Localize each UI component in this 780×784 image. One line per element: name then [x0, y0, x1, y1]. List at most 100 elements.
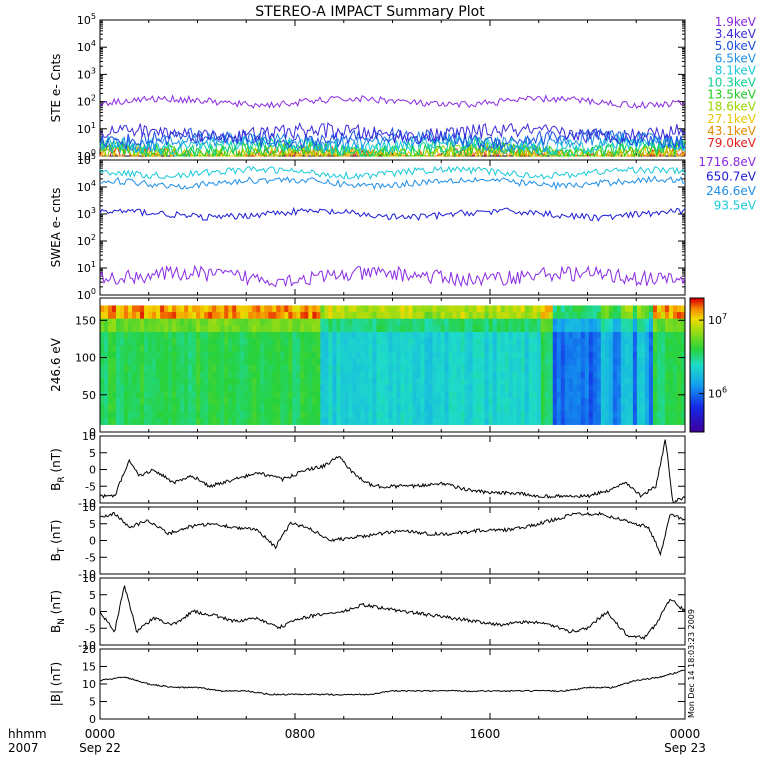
pad-heatmap-cell	[140, 325, 145, 333]
pad-heatmap-cell	[356, 351, 361, 359]
pad-heatmap-cell	[288, 398, 293, 406]
pad-heatmap-cell	[488, 345, 494, 353]
pad-heatmap-cell	[244, 345, 249, 353]
pad-heatmap-cell	[188, 305, 193, 313]
pad-heatmap-cell	[308, 398, 313, 406]
pad-heatmap-cell	[212, 358, 217, 366]
pad-heatmap-cell	[368, 398, 373, 406]
pad-colorbar-step	[690, 362, 704, 366]
swea-legend-entry: 1716.8eV	[698, 155, 756, 169]
pad-heatmap-cell	[336, 305, 341, 313]
pad-heatmap-cell	[488, 411, 494, 419]
pad-heatmap-cell	[640, 371, 646, 379]
pad-heatmap-cell	[468, 365, 474, 373]
pad-heatmap-cell	[476, 411, 482, 419]
pad-heatmap-cell	[180, 391, 185, 399]
pad-heatmap-cell	[508, 384, 514, 392]
pad-heatmap-cell	[648, 391, 654, 399]
pad-heatmap-cell	[452, 404, 458, 412]
pad-heatmap-cell	[476, 378, 482, 386]
pad-heatmap-cell	[208, 378, 213, 386]
pad-heatmap-cell	[268, 318, 273, 326]
pad-heatmap-cell	[532, 345, 538, 353]
pad-heatmap-cell	[608, 351, 614, 359]
pad-heatmap-cell	[188, 312, 193, 320]
ste-series-line	[99, 122, 686, 145]
pad-heatmap-cell	[552, 371, 558, 379]
pad-heatmap-cell	[648, 417, 654, 425]
pad-heatmap-cell	[568, 398, 574, 406]
pad-heatmap-cell	[220, 325, 225, 333]
pad-heatmap-cell	[160, 338, 165, 346]
pad-heatmap-cell	[660, 398, 666, 406]
pad-heatmap-cell	[488, 391, 494, 399]
pad-heatmap-cell	[512, 351, 518, 359]
pad-heatmap-cell	[540, 325, 546, 333]
pad-heatmap-cell	[172, 371, 177, 379]
plot-title: STEREO-A IMPACT Summary Plot	[255, 4, 485, 20]
pad-heatmap-cell	[520, 391, 526, 399]
pad-heatmap-cell	[200, 371, 205, 379]
pad-heatmap-cell	[456, 312, 462, 320]
pad-heatmap-cell	[248, 417, 253, 425]
pad-heatmap-cell	[184, 417, 189, 425]
pad-heatmap-cell	[444, 411, 449, 419]
pad-heatmap-cell	[536, 404, 542, 412]
pad-heatmap-cell	[404, 325, 409, 333]
pad-heatmap-cell	[136, 417, 141, 425]
pad-heatmap-cell	[188, 331, 193, 339]
pad-heatmap-cell	[676, 378, 682, 386]
pad-heatmap-cell	[128, 351, 133, 359]
pad-heatmap-cell	[388, 351, 393, 359]
pad-heatmap-cell	[328, 325, 333, 333]
pad-heatmap-cell	[124, 358, 129, 366]
pad-heatmap-cell	[664, 404, 670, 412]
pad-heatmap-cell	[480, 312, 486, 320]
pad-heatmap-cell	[132, 325, 137, 333]
pad-heatmap-cell	[572, 398, 578, 406]
pad-heatmap-cell	[644, 371, 650, 379]
pad-heatmap-cell	[352, 384, 357, 392]
pad-heatmap-cell	[456, 305, 462, 313]
pad-heatmap-cell	[388, 358, 393, 366]
pad-heatmap-cell	[156, 312, 161, 320]
pad-heatmap-cell	[644, 305, 650, 313]
pad-heatmap-cell	[480, 345, 486, 353]
pad-heatmap-cell	[284, 358, 289, 366]
pad-heatmap-cell	[104, 411, 109, 419]
pad-heatmap-cell	[488, 358, 494, 366]
pad-heatmap-cell	[140, 384, 145, 392]
pad-heatmap-cell	[424, 305, 429, 313]
swea-legend-entry: 650.7eV	[706, 170, 757, 184]
pad-heatmap-cell	[432, 305, 437, 313]
pad-heatmap-cell	[628, 312, 634, 320]
pad-heatmap-cell	[636, 318, 642, 326]
pad-heatmap-cell	[568, 411, 574, 419]
pad-heatmap-cell	[588, 371, 594, 379]
pad-heatmap-cell	[336, 384, 341, 392]
pad-heatmap-cell	[268, 371, 273, 379]
pad-heatmap-cell	[576, 345, 582, 353]
pad-heatmap-cell	[660, 404, 666, 412]
pad-heatmap-cell	[264, 345, 269, 353]
pad-heatmap-cell	[536, 358, 542, 366]
pad-heatmap-cell	[540, 331, 546, 339]
pad-heatmap-cell	[472, 371, 478, 379]
pad-heatmap-cell	[124, 318, 129, 326]
pad-heatmap-cell	[172, 404, 177, 412]
pad-heatmap-cell	[136, 358, 141, 366]
pad-heatmap-cell	[188, 351, 193, 359]
pad-heatmap-cell	[184, 378, 189, 386]
pad-heatmap-cell	[392, 378, 397, 386]
pad-colorbar-frame	[689, 297, 705, 433]
pad-heatmap-cell	[176, 312, 181, 320]
pad-heatmap-cell	[540, 391, 546, 399]
pad-heatmap-cell	[548, 351, 554, 359]
pad-heatmap-cell	[400, 312, 405, 320]
pad-heatmap-cell	[148, 305, 153, 313]
pad-heatmap-cell	[504, 417, 510, 425]
pad-heatmap-cell	[244, 318, 249, 326]
pad-heatmap-cell	[252, 312, 257, 320]
pad-heatmap-cell	[312, 371, 317, 379]
pad-heatmap-cell	[184, 384, 189, 392]
